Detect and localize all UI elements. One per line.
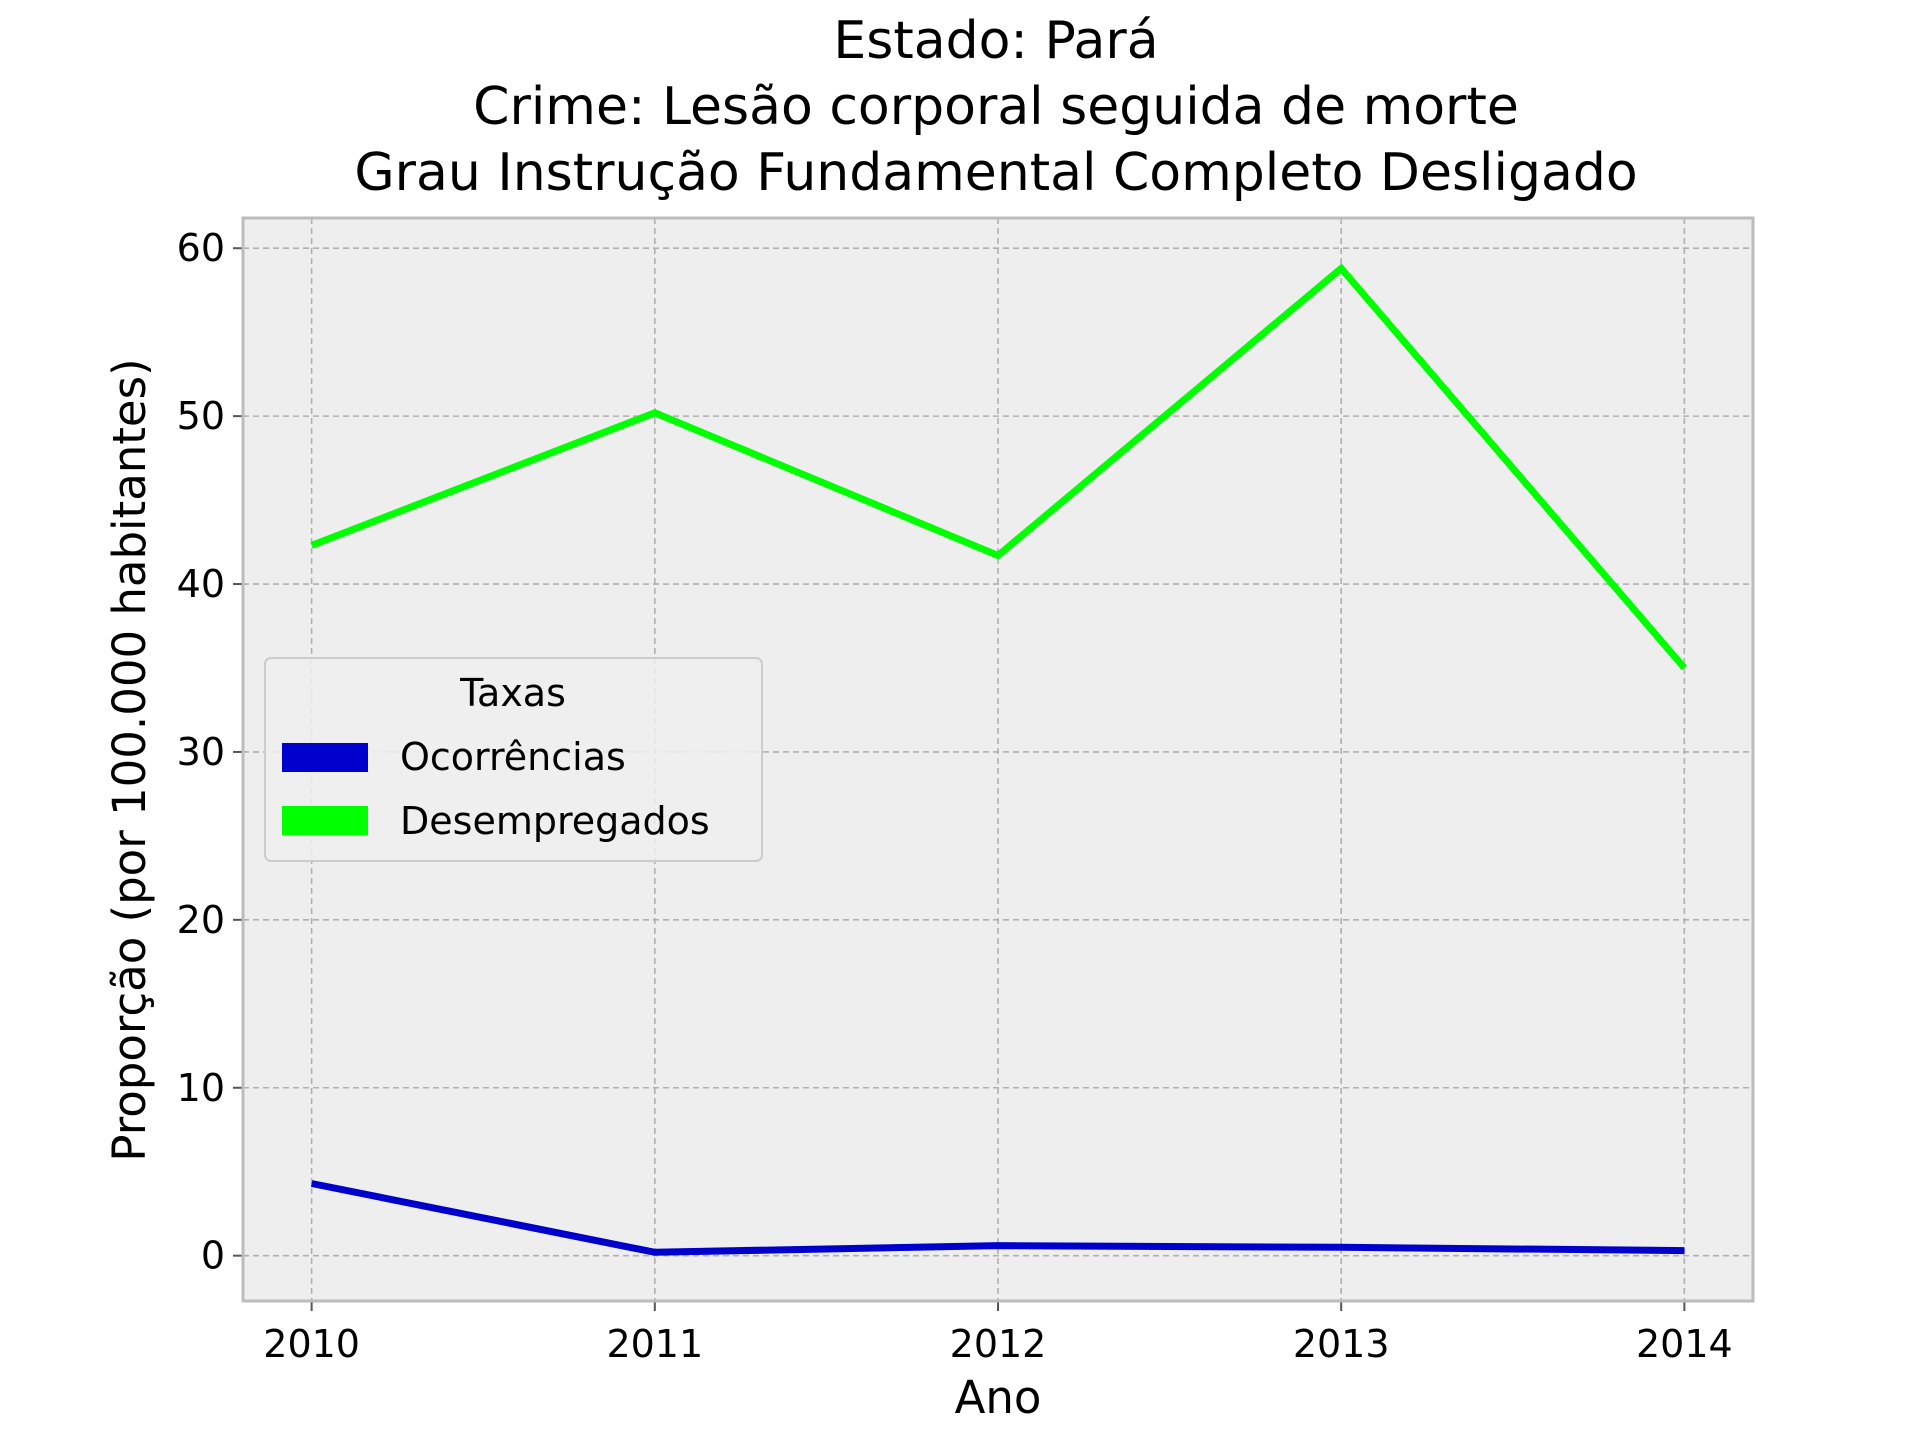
legend-label-desempregados: Desempregados [400, 799, 710, 843]
chart-title-line-3: Grau Instrução Fundamental Completo Desl… [354, 143, 1637, 203]
chart-title-line-2: Crime: Lesão corporal seguida de morte [473, 77, 1519, 137]
chart-title: Estado: Pará Crime: Lesão corporal segui… [354, 11, 1637, 203]
x-tick-label-2013: 2013 [1293, 1322, 1390, 1366]
y-tick-label-60: 60 [177, 226, 225, 270]
y-axis-ticks: 0 10 20 30 40 50 60 [177, 226, 243, 1278]
x-tick-label-2010: 2010 [263, 1322, 360, 1366]
series-line-1 [310, 263, 1688, 671]
y-tick-label-20: 20 [177, 898, 225, 942]
x-tick-label-2011: 2011 [606, 1322, 703, 1366]
legend-box [264, 657, 763, 862]
x-tick-label-2014: 2014 [1636, 1322, 1733, 1366]
plot-frame [241, 216, 1755, 1303]
y-tick-label-30: 30 [177, 730, 225, 774]
y-tick-label-0: 0 [201, 1234, 225, 1278]
legend-label-ocorrencias: Ocorrências [400, 735, 626, 779]
y-axis-label: Proporção (por 100.000 habitantes) [103, 358, 156, 1161]
y-tick-label-40: 40 [177, 562, 225, 606]
legend-swatch-desempregados [282, 806, 368, 835]
y-tick-label-10: 10 [177, 1066, 225, 1110]
series-lines [310, 263, 1688, 1256]
x-axis-ticks: 2010 2011 2012 2013 2014 [263, 1301, 1733, 1366]
x-tick-label-2012: 2012 [950, 1322, 1047, 1366]
chart-title-line-1: Estado: Pará [833, 11, 1158, 71]
x-axis-label: Ano [955, 1371, 1042, 1424]
series-line-0 [310, 1180, 1685, 1256]
y-tick-label-50: 50 [177, 394, 225, 438]
legend: Taxas Ocorrências Desempregados [264, 657, 763, 862]
legend-title: Taxas [459, 671, 566, 715]
legend-swatch-ocorrencias [282, 743, 368, 772]
